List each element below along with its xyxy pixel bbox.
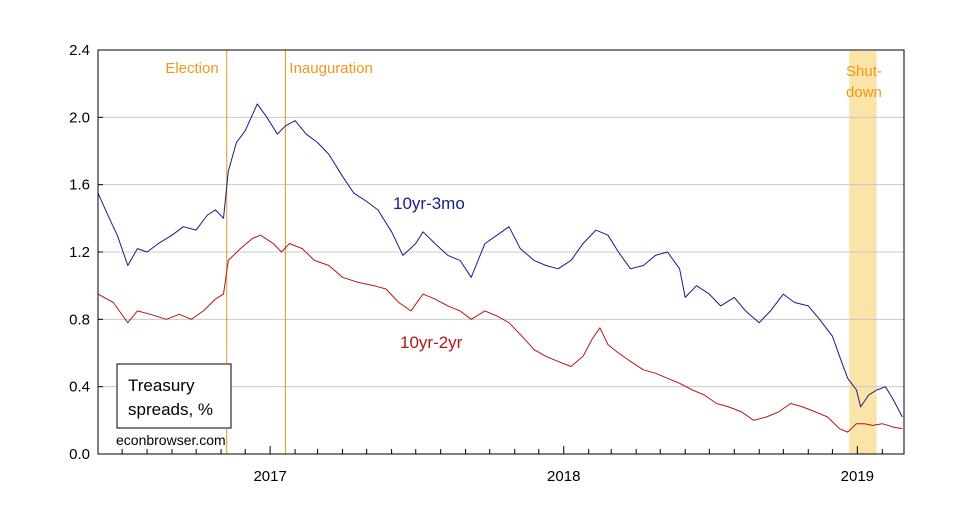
title-box-line-2: spreads, % [128,400,213,419]
credit-label: econbrowser.com [116,432,226,448]
series-label-10yr-2yr: 10yr-2yr [400,333,463,352]
x-tick-label: 2018 [547,468,580,485]
y-tick-label: 2.4 [69,42,90,59]
x-tick-label: 2017 [253,468,286,485]
y-tick-label: 0.4 [69,379,90,396]
series-layer [97,103,903,433]
event-layer: Election Inauguration [165,50,373,454]
shutdown-label-line: down [846,84,882,101]
title-box-line-1: Treasury [128,376,195,395]
y-tick-layer: 0.0 0.4 0.8 1.2 1.6 2.0 2.4 [69,42,103,463]
grid-layer [98,116,904,388]
series-label-10yr-3mo: 10yr-3mo [393,194,465,213]
x-tick-label: 2019 [841,468,874,485]
title-box: Treasury spreads, % [116,363,232,429]
series-line-10yr-3mo [97,103,903,418]
y-tick-label: 1.2 [69,244,90,261]
y-tick-label: 0.8 [69,311,90,328]
y-tick-label: 0.0 [69,446,90,463]
x-tick-layer: 2017 2018 2019 [121,446,883,485]
event-label-election: Election [165,60,218,77]
y-tick-label: 2.0 [69,109,90,126]
y-tick-label: 1.6 [69,177,90,194]
event-label-inauguration: Inauguration [289,60,372,77]
shutdown-label-line: Shut- [846,63,882,80]
series-line-10yr-2yr [97,234,903,433]
title-box-frame [116,363,232,429]
